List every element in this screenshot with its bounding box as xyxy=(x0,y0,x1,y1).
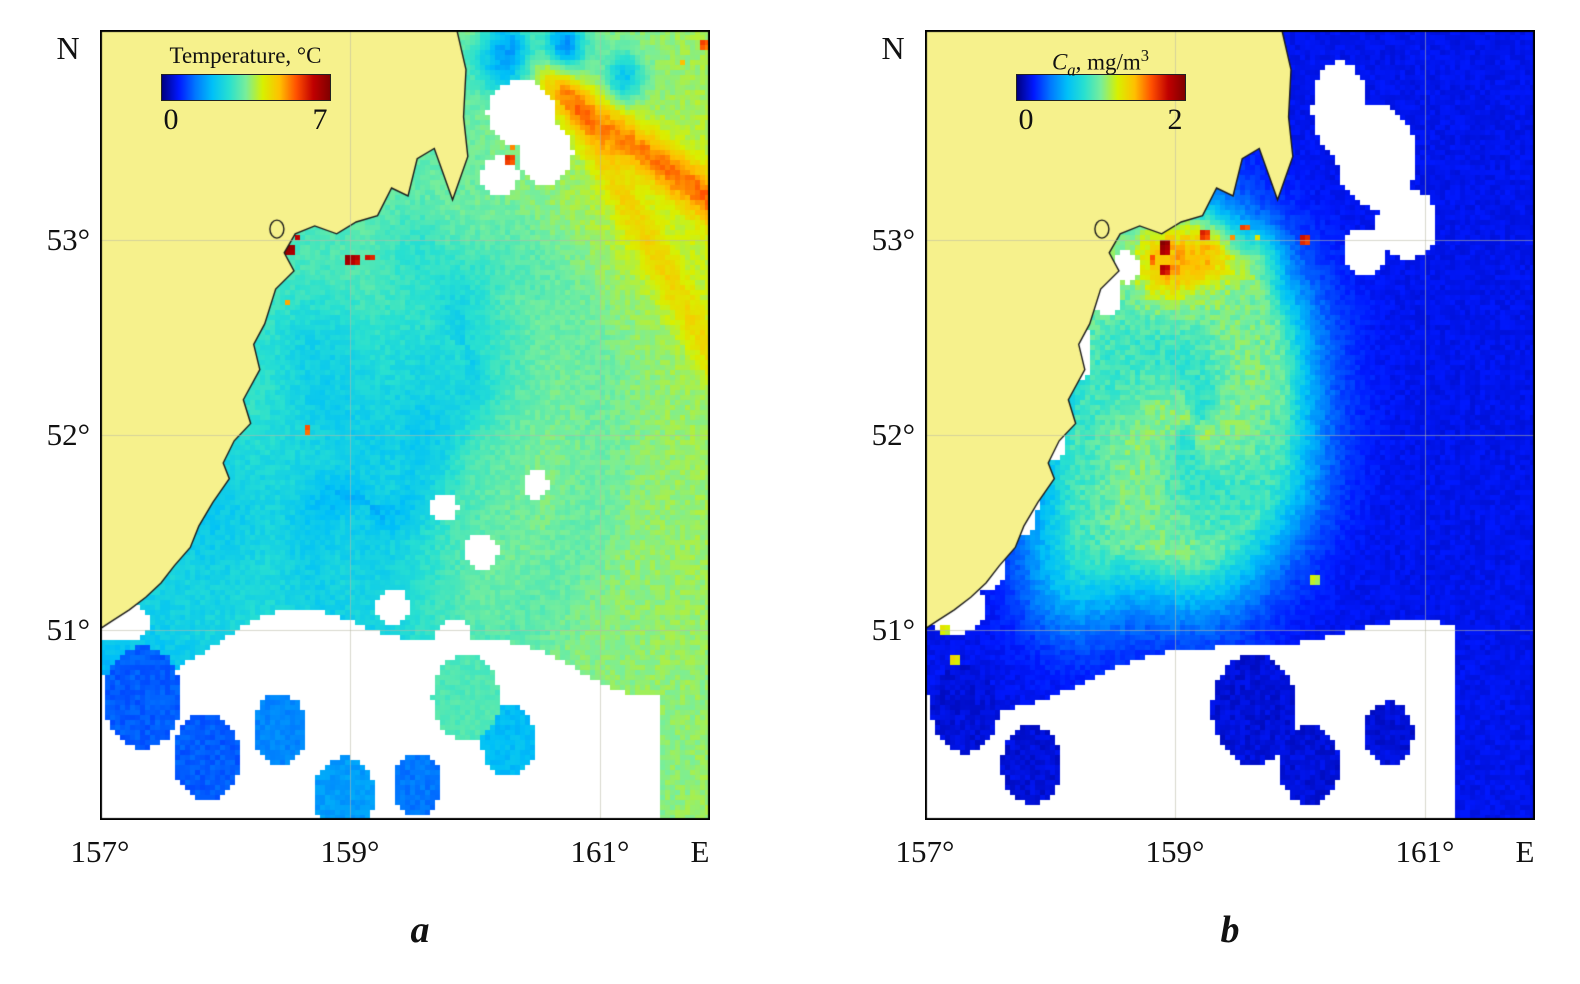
temperature-colorbar-scale: 0 7 xyxy=(160,102,332,138)
chlorophyll-colorbar-max: 2 xyxy=(1167,103,1183,136)
lon-tick-157-b: 157° xyxy=(895,834,955,869)
compass-north-b: N xyxy=(881,30,905,66)
temperature-colorbar-gradient xyxy=(160,74,331,101)
lon-tick-161-b: 161° xyxy=(1395,834,1455,869)
chlorophyll-colorbar-title: Ca, mg/m3 xyxy=(1051,46,1150,80)
panel-label-a: a xyxy=(410,909,430,951)
lat-tick-51-a: 51° xyxy=(46,612,90,647)
lon-tick-161-a: 161° xyxy=(570,834,630,869)
compass-east-b: E xyxy=(1515,834,1535,869)
lat-tick-51-b: 51° xyxy=(871,612,915,647)
lat-tick-52-b: 52° xyxy=(871,417,915,452)
compass-north-a: N xyxy=(56,30,80,66)
lat-tick-53-b: 53° xyxy=(871,222,915,257)
temperature-colorbar-title: Temperature, °C xyxy=(169,43,322,68)
chlorophyll-map-canvas xyxy=(925,30,1535,820)
compass-east-a: E xyxy=(690,834,710,869)
panel-chlorophyll: Ca, mg/m3 0 2 xyxy=(925,30,1535,820)
chlorophyll-colorbar-gradient xyxy=(1015,74,1186,101)
temperature-map-canvas xyxy=(100,30,710,820)
temperature-colorbar-min: 0 xyxy=(163,103,179,136)
chlorophyll-colorbar-min: 0 xyxy=(1018,103,1034,136)
temperature-colorbar: Temperature, °C 0 7 xyxy=(148,42,343,138)
chlorophyll-colorbar: Ca, mg/m3 0 2 xyxy=(1003,42,1198,138)
lat-tick-52-a: 52° xyxy=(46,417,90,452)
chlorophyll-colorbar-scale: 0 2 xyxy=(1015,102,1187,138)
lon-tick-157-a: 157° xyxy=(70,834,130,869)
temperature-colorbar-max: 7 xyxy=(312,103,328,136)
lat-tick-53-a: 53° xyxy=(46,222,90,257)
lon-tick-159-a: 159° xyxy=(320,834,380,869)
panel-temperature: Temperature, °C 0 7 xyxy=(100,30,710,820)
lon-tick-159-b: 159° xyxy=(1145,834,1205,869)
panel-label-b: b xyxy=(1220,909,1240,951)
